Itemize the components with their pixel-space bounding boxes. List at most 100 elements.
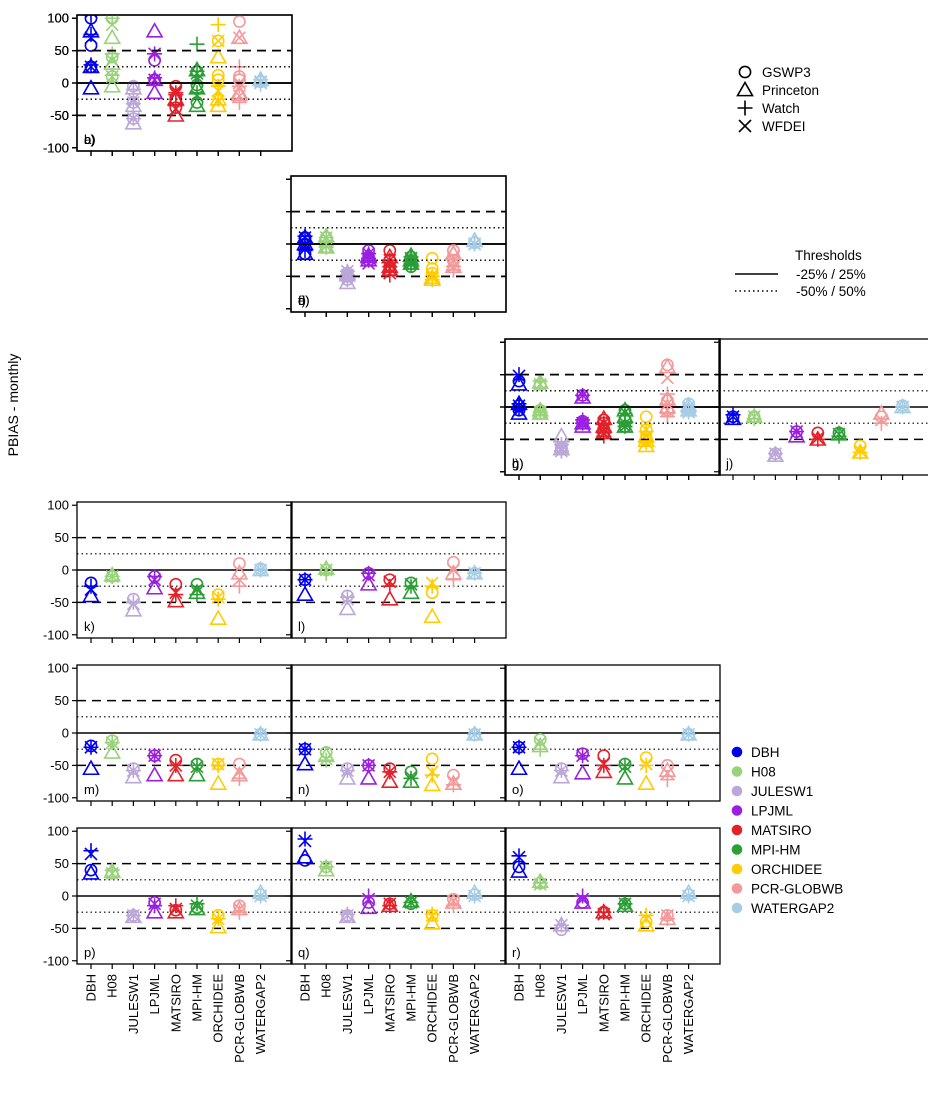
legend-label: Watch [762,101,800,116]
marker-julesw1-princeton [338,769,357,785]
marker-h08-wfdei [533,405,547,419]
filled-dot-icon [731,902,743,914]
y-tick-label: -100 [43,140,69,155]
y-tick-label: -100 [43,140,69,155]
panel-j: j) [714,338,928,480]
triangle-icon [736,80,754,97]
marker-watergap2-wfdei [682,727,696,741]
marker-julesw1-wfdei [126,112,140,126]
marker-orchidee-watch [424,272,440,288]
marker-orchidee-princeton [423,607,442,624]
legend-forcing-item: Princeton [736,80,819,98]
marker-orchidee-watch [638,757,654,773]
x-tick-label: MPI-HM [618,974,633,1022]
marker-orchidee-gswp3 [211,34,225,48]
marker-watergap2-wfdei [254,889,268,903]
marker-pcr-globwb-gswp3 [661,758,674,772]
marker-h08-watch [532,741,548,757]
marker-dbh-princeton [296,848,314,864]
y-tick-label: 100 [47,11,69,26]
marker-matsiro-watch [596,428,612,444]
panel-label: a) [84,132,96,147]
marker-mpi-hm-wfdei [618,416,632,430]
marker-dbh-wfdei [512,740,526,754]
x-tick-label: H08 [533,974,548,998]
marker-watergap2-wfdei [254,563,268,577]
marker-orchidee-wfdei [639,757,653,771]
marker-matsiro-princeton [166,765,185,782]
marker-orchidee-princeton [637,916,656,932]
marker-orchidee-wfdei [639,436,653,450]
marker-julesw1-watch [339,906,355,922]
marker-pcr-globwb-watch [445,572,461,588]
marker-matsiro-wfdei [597,907,611,921]
marker-lpjml-wfdei [148,573,162,587]
marker-julesw1-princeton [338,273,357,290]
marker-pcr-globwb-wfdei [660,397,674,411]
marker-orchidee-wfdei [211,912,225,926]
panel-label: f) [298,293,306,308]
marker-orchidee-gswp3 [211,73,225,87]
marker-orchidee-princeton [423,914,442,930]
marker-matsiro-princeton [166,903,185,919]
marker-dbh-princeton [510,404,528,420]
y-tick-label: 100 [47,11,69,26]
marker-pcr-globwb-watch [445,259,461,275]
legend-label: LPJML [751,804,794,819]
markers [724,397,912,462]
marker-orchidee-princeton [209,917,228,934]
marker-orchidee-wfdei [853,444,867,458]
markers [82,843,270,934]
marker-orchidee-wfdei [639,912,653,926]
legend-forcing-item: GSWP3 [738,65,811,80]
marker-watergap2-wfdei [468,889,482,903]
marker-orchidee-wfdei [211,34,225,48]
marker-julesw1-wfdei [126,95,140,109]
marker-mpi-hm-princeton [188,899,206,916]
marker-pcr-globwb-gswp3 [232,73,246,87]
marker-h08-princeton [103,77,122,93]
marker-orchidee-watch [424,906,440,922]
panel-label: q) [298,945,310,960]
marker-mpi-hm-watch [831,428,847,444]
marker-mpi-hm-wfdei [404,770,418,784]
marker-orchidee-gswp3 [425,251,439,265]
x-tick-label: PCR-GLOBWB [232,974,247,1063]
marker-orchidee-watch [852,444,868,460]
panel-r: r) DBH H08 JULESW1 LPJML MATSIRO MPI-HM ORCHIDE… [500,827,721,1063]
panel-label: o) [512,782,524,797]
legend-forcing-item: WFDEI [738,119,806,134]
legend-model-item: H08 [731,765,776,780]
marker-watergap2-wfdei [682,889,696,903]
marker-dbh-wfdei [726,410,740,424]
y-tick-label: -50 [50,595,69,610]
legend-model-item: DBH [731,745,780,760]
legend-model-item: ORCHIDEE [731,862,822,877]
y-tick-label: -50 [50,108,69,123]
legend-label: ORCHIDEE [751,862,822,877]
marker-dbh-wfdei [298,573,312,587]
marker-lpjml-wfdei [148,897,162,911]
legend-model-item: WATERGAP2 [731,901,834,916]
marker-h08-princeton [103,28,122,45]
x-tick-label: JULESW1 [554,974,569,1034]
marker-matsiro-wfdei [383,897,397,911]
filled-dot-icon [731,824,743,836]
marker-pcr-globwb-watch [231,770,247,786]
marker-pcr-globwb-wfdei [232,89,246,103]
marker-pcr-globwb-gswp3 [232,557,246,570]
marker-matsiro-watch [168,98,184,114]
marker-orchidee-wfdei [211,94,225,108]
panel-label: p) [84,945,96,960]
marker-orchidee-wfdei [211,84,225,98]
x-tick-label: H08 [105,974,120,998]
marker-mpi-hm-wfdei [190,89,204,103]
y-tick-label: -100 [43,790,69,805]
legend-forcing-item: Watch [737,100,800,116]
marker-pcr-globwb-wfdei [232,573,246,587]
marker-watergap2-wfdei [468,727,482,741]
marker-mpi-hm-watch [189,85,205,101]
marker-orchidee-princeton [637,774,656,790]
marker-mpi-hm-princeton [402,583,420,600]
marker-julesw1-wfdei [126,908,140,922]
